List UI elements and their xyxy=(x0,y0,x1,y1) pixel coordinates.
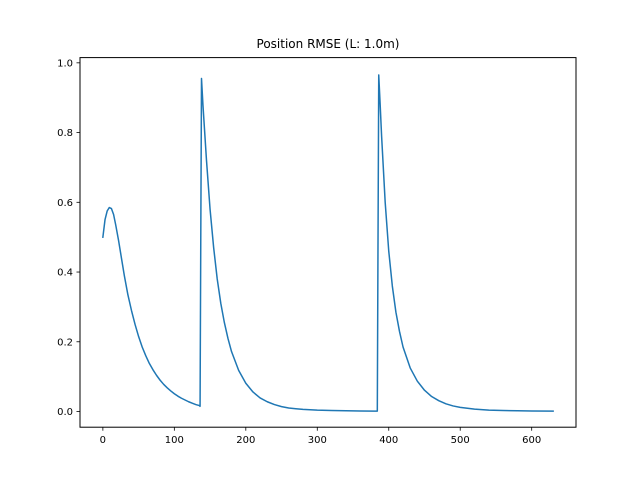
series-line-0 xyxy=(102,74,554,412)
y-axis: 0.0 0.2 0.4 0.6 0.8 1.0 xyxy=(57,58,80,418)
y-tick-label: 1.0 xyxy=(57,58,73,69)
x-tick-label: 400 xyxy=(379,435,398,446)
y-tick-label: 0.6 xyxy=(57,198,73,209)
y-tick-label: 0.4 xyxy=(57,268,73,279)
y-tick-label: 0.2 xyxy=(57,337,73,348)
y-tick-label: 0.0 xyxy=(57,407,73,418)
x-tick-label: 300 xyxy=(308,435,327,446)
x-tick-label: 600 xyxy=(522,435,541,446)
y-tick-label: 0.8 xyxy=(57,128,73,139)
x-tick-label: 500 xyxy=(451,435,470,446)
x-tick-label: 200 xyxy=(236,435,255,446)
chart-title: Position RMSE (L: 1.0m) xyxy=(257,37,400,51)
plot-area xyxy=(102,74,554,412)
x-tick-label: 0 xyxy=(100,435,106,446)
x-axis: 0 100 200 300 400 500 600 xyxy=(100,427,541,446)
x-tick-label: 100 xyxy=(165,435,184,446)
axes-frame xyxy=(79,57,577,428)
